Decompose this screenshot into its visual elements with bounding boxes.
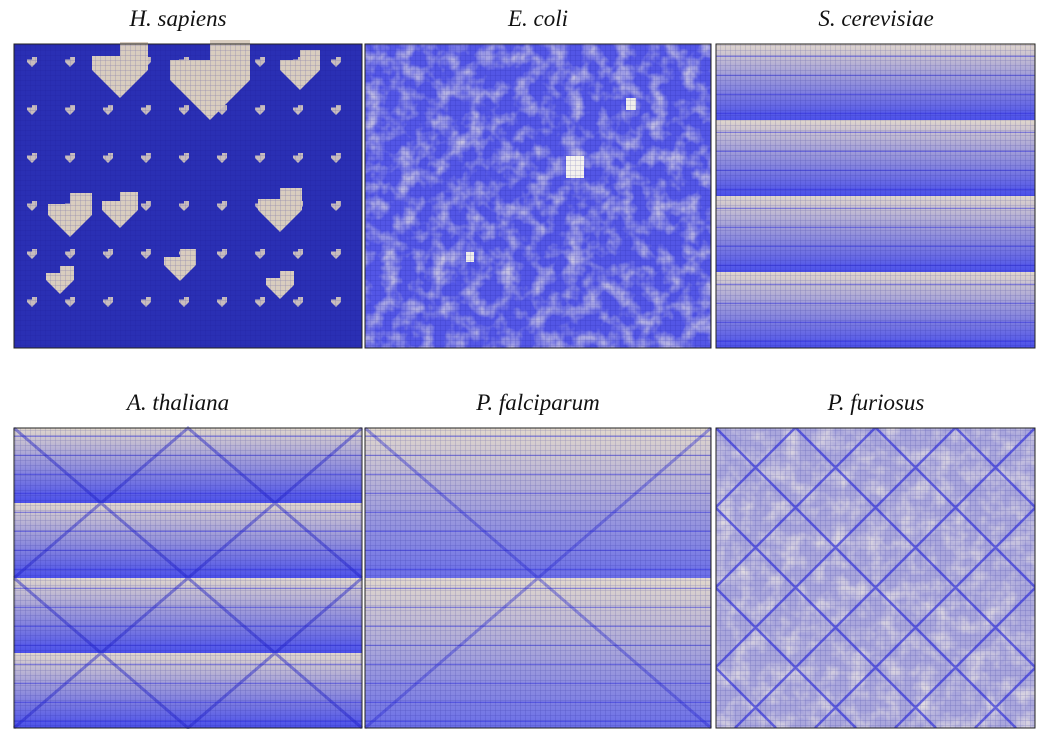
panel-image [14, 40, 362, 348]
panel-title: H. sapiens [128, 6, 226, 31]
panel-image [365, 428, 711, 728]
grid-texture [365, 428, 711, 728]
panel-image [716, 44, 1035, 348]
panel-title: P. furiosus [827, 390, 925, 415]
grid-texture [716, 44, 1035, 348]
page: H. sapiens E. coli S. cerevisiae A. thal… [0, 0, 1043, 729]
panel-title: A. thaliana [125, 390, 229, 415]
grid-texture [14, 44, 362, 348]
grid-texture [716, 428, 1035, 728]
panel-title: P. falciparum [475, 390, 600, 415]
panel-image [14, 428, 362, 728]
panel-title: S. cerevisiae [818, 6, 933, 31]
panel-image [365, 44, 711, 348]
panel-title: E. coli [507, 6, 568, 31]
figure: H. sapiens E. coli S. cerevisiae A. thal… [0, 0, 1043, 729]
grid-texture [365, 44, 711, 348]
grid-texture [14, 428, 362, 728]
